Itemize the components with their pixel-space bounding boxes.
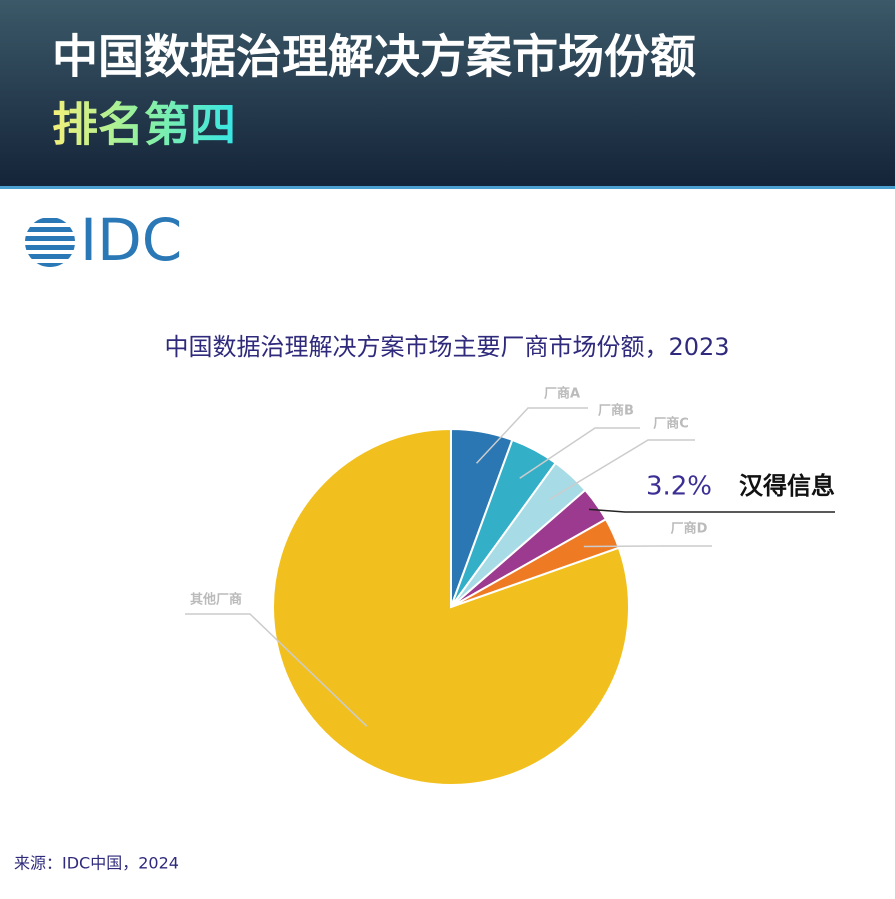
slice-label: 厂商A bbox=[544, 386, 580, 402]
logo-mark bbox=[25, 218, 75, 267]
labels: 厂商A 厂商B 厂商C 汉得信息 3.2% 厂商D 其他厂商 bbox=[185, 386, 835, 727]
leader-line bbox=[583, 545, 712, 548]
header-subtitle: 排名第四 bbox=[52, 98, 236, 152]
leader-line bbox=[549, 439, 695, 500]
leader-line bbox=[475, 407, 588, 464]
header-background bbox=[0, 0, 895, 188]
leader-line bbox=[185, 613, 368, 727]
leader-line bbox=[519, 427, 640, 479]
value-label: 3.2% bbox=[646, 472, 712, 502]
source: 来源：IDC中国，2024 bbox=[14, 854, 179, 873]
header-rule bbox=[0, 186, 895, 189]
header-title: 中国数据治理解决方案市场份额 bbox=[52, 30, 696, 84]
slice-label: 厂商B bbox=[598, 403, 634, 419]
pie-slice bbox=[272, 427, 630, 786]
slice-label: 厂商D bbox=[671, 521, 708, 537]
chart-title: 中国数据治理解决方案市场主要厂商市场份额，2023 bbox=[164, 333, 729, 361]
slice-label: 其他厂商 bbox=[190, 592, 242, 608]
slice-label: 汉得信息 bbox=[739, 472, 835, 500]
logo-text: IDC bbox=[80, 206, 182, 274]
pie bbox=[272, 427, 630, 786]
slice-label: 厂商C bbox=[653, 416, 689, 432]
leader-line bbox=[588, 508, 835, 513]
